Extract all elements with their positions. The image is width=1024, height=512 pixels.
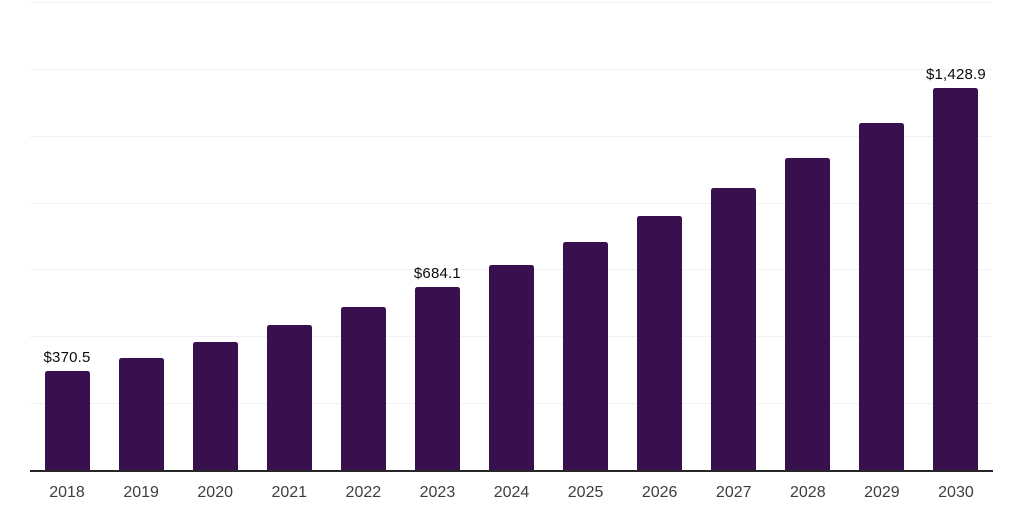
x-axis-line (30, 470, 993, 472)
gridline (30, 68, 993, 70)
bar-2019 (118, 357, 164, 470)
x-tick-label-2020: 2020 (197, 484, 233, 501)
x-tick-label-2030: 2030 (938, 484, 974, 501)
x-tick-label-2022: 2022 (345, 484, 382, 501)
bar-2018 (44, 370, 90, 470)
gridline (30, 135, 993, 137)
bar-2025 (563, 241, 609, 470)
bar-2023 (414, 287, 460, 470)
gridline (30, 2, 993, 3)
x-tick-label-2019: 2019 (123, 484, 159, 501)
data-label-2018: $370.5 (43, 348, 91, 366)
x-tick-label-2018: 2018 (49, 484, 85, 501)
x-tick-label-2027: 2027 (715, 484, 752, 501)
bar-2021 (266, 325, 312, 470)
x-tick-label-2026: 2026 (641, 484, 678, 501)
data-label-2023: $684.1 (413, 265, 461, 283)
gridline (30, 202, 993, 204)
bar-2020 (192, 342, 238, 470)
x-tick-label-2024: 2024 (493, 484, 530, 501)
bar-2029 (859, 122, 905, 470)
bar-2028 (785, 157, 831, 470)
bar-2027 (711, 188, 757, 470)
x-tick-label-2025: 2025 (567, 484, 604, 501)
bar-2024 (489, 265, 534, 470)
x-tick-label-2023: 2023 (419, 484, 456, 501)
x-tick-label-2029: 2029 (864, 484, 900, 501)
bar-2022 (340, 307, 386, 470)
bar-2026 (637, 216, 683, 470)
data-label-2030: $1,428.9 (925, 65, 986, 83)
bar-2030 (933, 87, 979, 470)
x-tick-label-2021: 2021 (271, 484, 308, 501)
x-tick-label-2028: 2028 (790, 484, 826, 501)
